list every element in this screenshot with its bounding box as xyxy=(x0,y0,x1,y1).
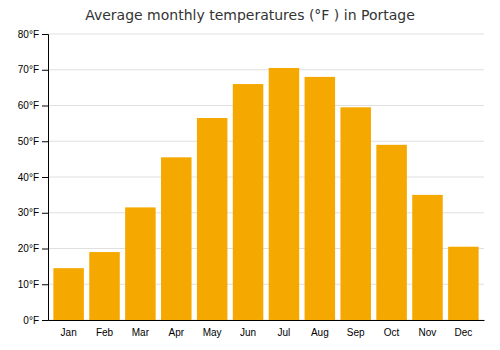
plot: 0°F 10°F 20°F 30°F 40°F 50°F 60°F 70°F 80°F Jan Fe… xyxy=(18,29,485,338)
y-tick-label: 20°F xyxy=(18,243,39,254)
title: Average monthly temperatures (°F ) in Po… xyxy=(85,7,415,23)
x-axis-line xyxy=(49,320,485,321)
bar xyxy=(376,145,407,320)
grid-line xyxy=(48,177,484,178)
bar xyxy=(412,195,443,320)
y-tick-mark xyxy=(42,249,48,250)
x-tick-label: Jul xyxy=(278,327,291,338)
y-tick-mark xyxy=(42,177,48,178)
x-tick: Feb xyxy=(96,327,114,338)
y-tick-mark xyxy=(42,213,48,214)
bar xyxy=(305,77,336,320)
y-tick: 80°F xyxy=(18,29,48,40)
grid-line xyxy=(48,105,484,106)
y-tick: 10°F xyxy=(18,279,48,290)
bar xyxy=(340,107,371,320)
y-tick: 70°F xyxy=(18,64,48,75)
grid-line xyxy=(48,34,484,35)
bar xyxy=(269,68,300,320)
x-tick: Jun xyxy=(240,327,256,338)
y-tick: 60°F xyxy=(18,100,48,111)
bar xyxy=(233,84,264,320)
x-tick-label: Nov xyxy=(419,327,437,338)
y-tick-label: 0°F xyxy=(23,315,39,326)
x-tick: Jan xyxy=(61,327,77,338)
x-tick: Dec xyxy=(454,327,472,338)
y-tick-mark xyxy=(42,106,48,107)
x-tick-label: Oct xyxy=(384,327,400,338)
y-tick-label: 50°F xyxy=(18,136,39,147)
x-tick-label: Jan xyxy=(61,327,77,338)
x-tick-label: Aug xyxy=(311,327,329,338)
y-tick-mark xyxy=(42,70,48,71)
y-tick: 50°F xyxy=(18,136,48,147)
bars xyxy=(53,68,478,320)
bar xyxy=(197,118,228,320)
x-tick: Jul xyxy=(278,327,291,338)
bar xyxy=(125,207,156,320)
y-tick-mark xyxy=(42,141,48,142)
x-tick: Oct xyxy=(384,327,400,338)
bar xyxy=(161,157,192,320)
x-tick: Nov xyxy=(419,327,437,338)
bar xyxy=(53,268,84,320)
y-tick-mark xyxy=(42,34,48,35)
x-tick-label: Dec xyxy=(454,327,472,338)
y-tick-mark xyxy=(42,284,48,285)
y-tick-label: 60°F xyxy=(18,100,39,111)
y-tick-label: 10°F xyxy=(18,279,39,290)
grid xyxy=(48,34,484,320)
bar xyxy=(448,247,479,320)
y-tick: 40°F xyxy=(18,172,48,183)
y-tick-mark xyxy=(42,320,48,321)
y-tick-label: 70°F xyxy=(18,64,39,75)
grid-line xyxy=(48,141,484,142)
y-axis: 0°F 10°F 20°F 30°F 40°F 50°F 60°F 70°F 80°F xyxy=(18,29,49,326)
x-tick: Sep xyxy=(347,327,365,338)
x-tick-label: May xyxy=(203,327,222,338)
chart: 0°F 10°F 20°F 30°F 40°F 50°F 60°F 70°F 80°F Jan Fe… xyxy=(0,0,500,350)
x-tick: Aug xyxy=(311,327,329,338)
y-axis-line xyxy=(42,35,49,321)
bar xyxy=(89,252,120,320)
x-tick-label: Mar xyxy=(132,327,150,338)
y-tick: 30°F xyxy=(18,207,48,218)
x-tick: Apr xyxy=(169,327,185,338)
y-tick: 0°F xyxy=(23,315,48,326)
x-tick-label: Jun xyxy=(240,327,256,338)
y-tick-label: 30°F xyxy=(18,207,39,218)
x-tick: Mar xyxy=(132,327,150,338)
x-tick-label: Feb xyxy=(96,327,114,338)
x-tick-label: Apr xyxy=(169,327,185,338)
x-tick-label: Sep xyxy=(347,327,365,338)
x-tick: May xyxy=(203,327,222,338)
grid-line xyxy=(48,69,484,70)
x-axis: Jan Feb Mar Apr May Jun Jul Aug Sep Oct Nov Dec xyxy=(49,321,485,339)
y-tick: 20°F xyxy=(18,243,48,254)
y-tick-label: 80°F xyxy=(18,29,39,40)
y-tick-label: 40°F xyxy=(18,172,39,183)
